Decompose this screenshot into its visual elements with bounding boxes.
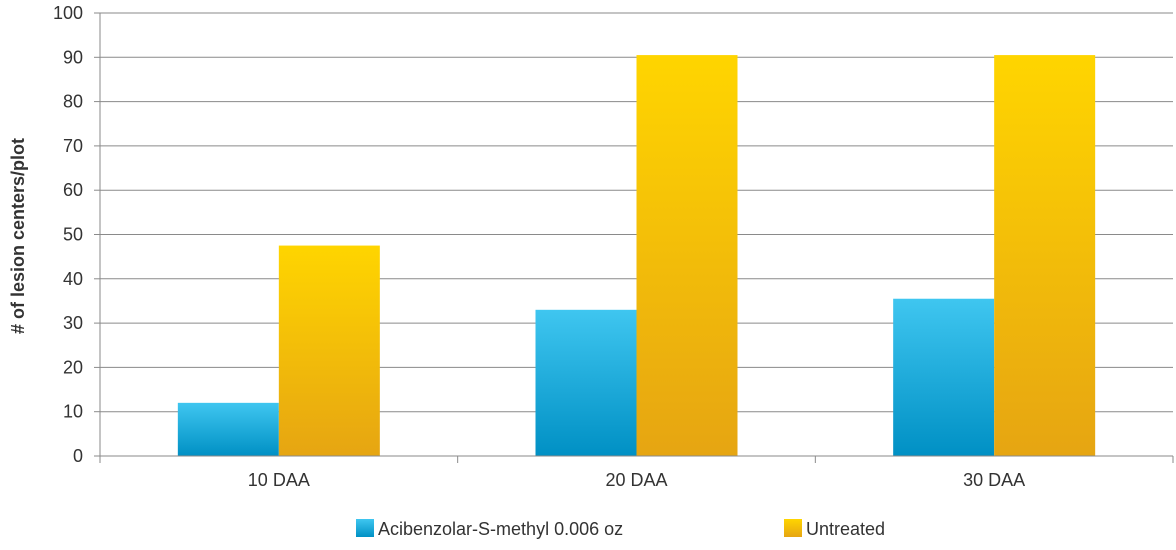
bar-acibenzolar-1 (177, 402, 279, 456)
legend-label-acibenzolar: Acibenzolar-S-methyl 0.006 oz (378, 519, 623, 539)
x-tick-label: 30 DAA (963, 470, 1025, 490)
y-tick-label: 40 (63, 269, 83, 289)
bar-untreated-1 (278, 245, 380, 456)
bar-untreated-3 (994, 55, 1096, 457)
y-tick-label: 20 (63, 357, 83, 377)
x-tick-label: 10 DAA (248, 470, 310, 490)
y-tick-label: 60 (63, 180, 83, 200)
bar-acibenzolar-2 (535, 309, 637, 456)
legend-swatch-untreated (784, 519, 802, 537)
y-tick-label: 80 (63, 92, 83, 112)
y-tick-label: 70 (63, 136, 83, 156)
y-tick-label: 100 (53, 3, 83, 23)
legend-swatch-acibenzolar (356, 519, 374, 537)
y-tick-label: 50 (63, 225, 83, 245)
y-tick-label: 10 (63, 402, 83, 422)
y-tick-label: 30 (63, 313, 83, 333)
bar-acibenzolar-3 (893, 298, 995, 456)
y-tick-label: 90 (63, 47, 83, 67)
axes: 0 10 20 30 40 50 60 70 80 90 100 10 DAA 20 DAA 30 DAA (53, 3, 1174, 490)
legend: Acibenzolar-S-methyl 0.006 oz Untreated (356, 519, 885, 539)
x-tick-label: 20 DAA (605, 470, 667, 490)
legend-label-untreated: Untreated (806, 519, 885, 539)
bar-untreated-2 (636, 55, 738, 457)
y-axis-title: # of lesion centers/plot (8, 138, 28, 334)
y-tick-label: 0 (73, 446, 83, 466)
bars (177, 55, 1096, 457)
